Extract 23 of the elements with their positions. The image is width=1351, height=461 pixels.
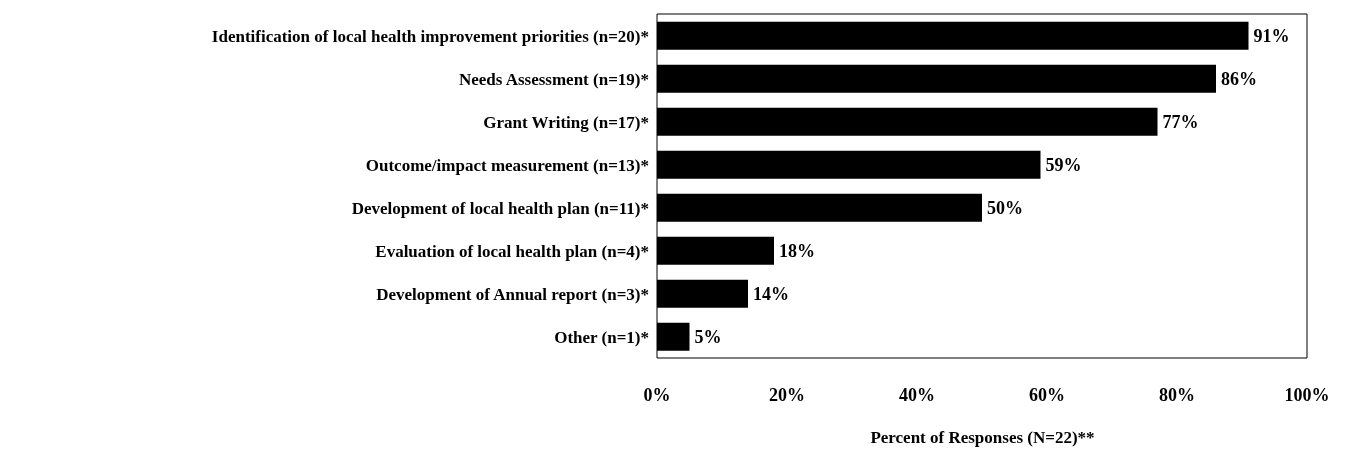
y-tick-label: Needs Assessment (n=19)* bbox=[458, 69, 649, 89]
x-tick-label: 80% bbox=[1159, 384, 1195, 405]
y-tick-label: Outcome/impact measurement (n=13)* bbox=[365, 155, 649, 175]
data-label: 50% bbox=[987, 198, 1023, 219]
x-tick-label: 40% bbox=[899, 384, 935, 405]
y-tick-label: Evaluation of local health plan (n=4)* bbox=[375, 241, 649, 261]
x-tick-label: 100% bbox=[1284, 384, 1330, 405]
data-label: 18% bbox=[779, 241, 815, 262]
data-label: 59% bbox=[1045, 155, 1082, 176]
y-tick-label: Grant Writing (n=17)* bbox=[483, 112, 649, 132]
data-label: 86% bbox=[1221, 69, 1257, 90]
y-tick-label: Development of Annual report (n=3)* bbox=[376, 284, 649, 304]
y-tick-label: Other (n=1)* bbox=[554, 327, 649, 347]
data-label: 91% bbox=[1253, 26, 1290, 47]
x-tick-label: 0% bbox=[643, 384, 671, 405]
x-axis-title: Percent of Responses (N=22)** bbox=[869, 428, 1096, 448]
data-label: 77% bbox=[1162, 112, 1199, 133]
y-tick-label: Identification of local health improvement priorities (n=20)* bbox=[211, 26, 649, 46]
x-tick-label: 20% bbox=[769, 384, 805, 405]
data-label: 14% bbox=[753, 284, 789, 305]
data-label: 5% bbox=[694, 327, 722, 348]
x-tick-label: 60% bbox=[1029, 384, 1065, 405]
y-tick-label: Development of local health plan (n=11)* bbox=[351, 198, 649, 218]
